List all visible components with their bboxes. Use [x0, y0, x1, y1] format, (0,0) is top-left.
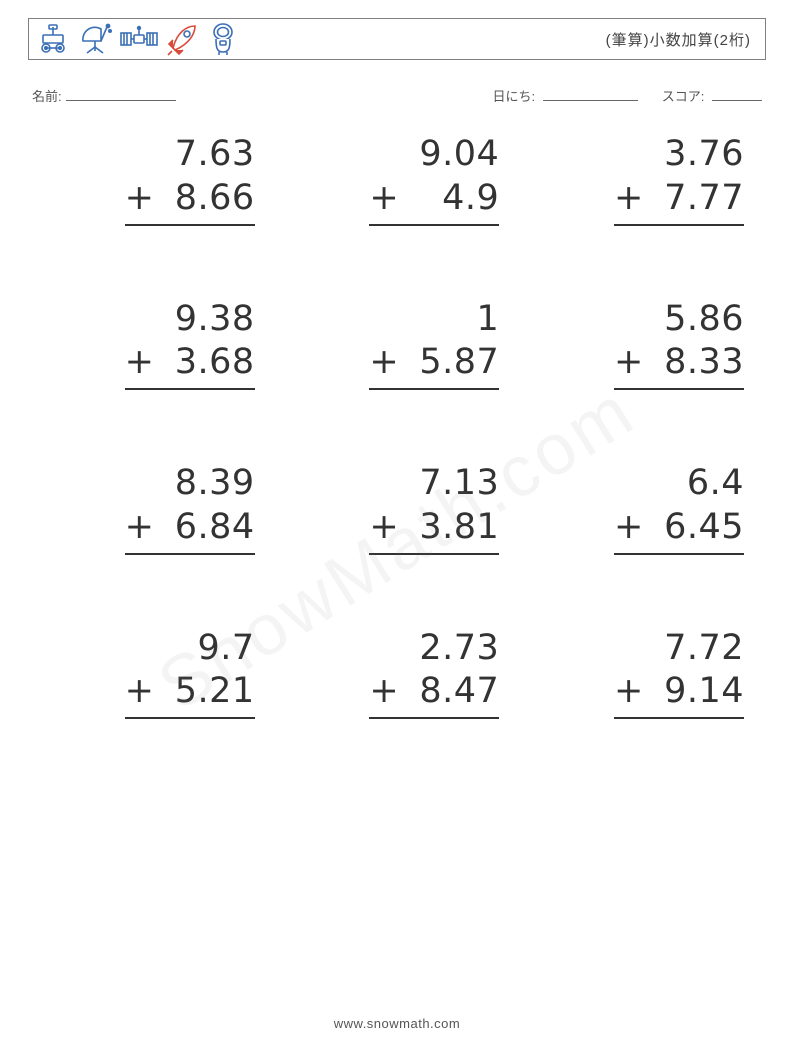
problem-bottom-number: 8.33: [648, 341, 744, 385]
name-label: 名前:: [32, 86, 62, 105]
problem-bottom-number: 7.77: [648, 177, 744, 221]
operator-plus: +: [125, 177, 155, 221]
operator-plus: +: [125, 341, 155, 385]
rover-icon: [35, 23, 71, 55]
score-label: スコア:: [662, 89, 705, 104]
problem-bottom-row: +6.84: [125, 506, 255, 555]
problem-top-number: 1: [477, 298, 500, 342]
operator-plus: +: [369, 506, 399, 550]
problem-bottom-number: 4.9: [403, 177, 499, 221]
problem: 9.04+4.9: [295, 133, 500, 226]
problem-top-number: 6.4: [687, 462, 744, 506]
problem-bottom-row: +6.45: [614, 506, 744, 555]
problem-top-number: 9.38: [175, 298, 255, 342]
footer-url: www.snowmath.com: [0, 1016, 794, 1031]
problem-bottom-row: +8.47: [369, 670, 499, 719]
problem-bottom-row: +5.21: [125, 670, 255, 719]
problem: 7.13+3.81: [295, 462, 500, 555]
date-blank: [543, 87, 638, 101]
operator-plus: +: [125, 506, 155, 550]
problem-bottom-row: +4.9: [369, 177, 499, 226]
satellite-dish-icon: [77, 23, 113, 55]
problem-top-number: 2.73: [419, 627, 499, 671]
operator-plus: +: [614, 177, 644, 221]
header-box: (筆算)小数加算(2桁): [28, 18, 766, 60]
problem-bottom-row: +3.68: [125, 341, 255, 390]
operator-plus: +: [369, 670, 399, 714]
problem-bottom-number: 5.87: [403, 341, 499, 385]
name-field: 名前:: [32, 86, 176, 105]
problem: 8.39+6.84: [50, 462, 255, 555]
problem-bottom-row: +7.77: [614, 177, 744, 226]
problem-bottom-row: +9.14: [614, 670, 744, 719]
problem-top-number: 7.63: [175, 133, 255, 177]
problem: 9.38+3.68: [50, 298, 255, 391]
date-label: 日にち:: [493, 89, 536, 104]
problem-bottom-number: 5.21: [158, 670, 254, 714]
date-field: 日にち:: [493, 86, 638, 105]
rocket-icon: [165, 22, 201, 56]
operator-plus: +: [614, 341, 644, 385]
problem-top-number: 9.7: [197, 627, 254, 671]
problem-bottom-number: 3.81: [403, 506, 499, 550]
name-blank: [66, 87, 176, 101]
problem-bottom-number: 6.45: [648, 506, 744, 550]
problem-top-number: 3.76: [664, 133, 744, 177]
problem-bottom-number: 3.68: [158, 341, 254, 385]
problem-bottom-row: +8.66: [125, 177, 255, 226]
problem: 7.63+8.66: [50, 133, 255, 226]
meta-row: 名前: 日にち: スコア:: [32, 86, 762, 105]
header-icons-strip: [35, 22, 239, 56]
problem-bottom-number: 6.84: [158, 506, 254, 550]
problem-bottom-row: +5.87: [369, 341, 499, 390]
problem: 9.7+5.21: [50, 627, 255, 720]
score-blank: [712, 87, 762, 101]
problem: 1+5.87: [295, 298, 500, 391]
score-field: スコア:: [662, 86, 762, 105]
operator-plus: +: [369, 177, 399, 221]
problem-top-number: 7.13: [419, 462, 499, 506]
worksheet-title: (筆算)小数加算(2桁): [606, 29, 751, 50]
astronaut-icon: [207, 22, 239, 56]
problem-top-number: 8.39: [175, 462, 255, 506]
problem: 6.4+6.45: [539, 462, 744, 555]
problem-bottom-row: +8.33: [614, 341, 744, 390]
problems-grid: 7.63+8.669.04+4.93.76+7.779.38+3.681+5.8…: [28, 133, 766, 719]
problem: 2.73+8.47: [295, 627, 500, 720]
problem-bottom-row: +3.81: [369, 506, 499, 555]
problem-top-number: 5.86: [664, 298, 744, 342]
problem-bottom-number: 8.66: [158, 177, 254, 221]
problem: 5.86+8.33: [539, 298, 744, 391]
operator-plus: +: [614, 506, 644, 550]
problem-top-number: 9.04: [419, 133, 499, 177]
problem-bottom-number: 9.14: [648, 670, 744, 714]
problem: 3.76+7.77: [539, 133, 744, 226]
operator-plus: +: [614, 670, 644, 714]
problem-bottom-number: 8.47: [403, 670, 499, 714]
operator-plus: +: [125, 670, 155, 714]
worksheet-page: SnowMath.com: [0, 0, 794, 1053]
problem-top-number: 7.72: [664, 627, 744, 671]
satellite-icon: [119, 23, 159, 55]
operator-plus: +: [369, 341, 399, 385]
problem: 7.72+9.14: [539, 627, 744, 720]
